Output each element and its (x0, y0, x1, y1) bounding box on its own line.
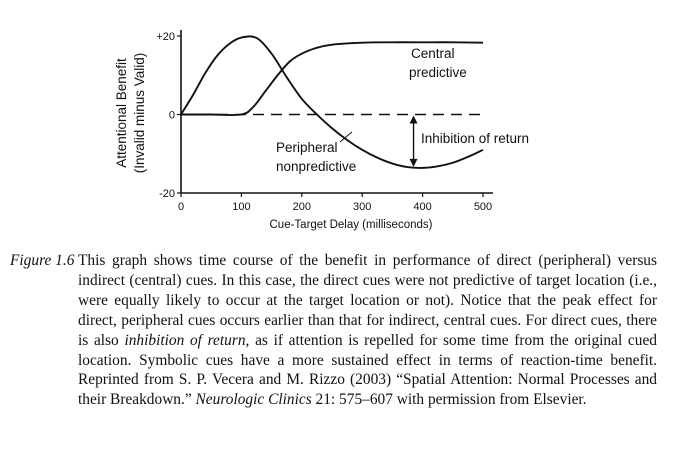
y-tick-label: +20 (156, 31, 175, 43)
caption-text-part2: , as if attention is repelled for some t… (78, 331, 657, 409)
chart: Attentional Benefit (Invalid minus Valid… (114, 30, 529, 231)
y-tick-label: 0 (169, 110, 175, 122)
caption-figure-label: Figure 1.6 (10, 252, 75, 269)
x-tick-label: 300 (353, 201, 371, 213)
x-tick-label: 500 (474, 201, 492, 213)
series-label-central-line2: predictive (409, 65, 467, 80)
x-tick-label: 400 (413, 201, 431, 213)
y-axis-title-line1: Attentional Benefit (114, 58, 129, 168)
annotation-inhibition-of-return: Inhibition of return (421, 131, 529, 146)
x-tick-label: 100 (232, 201, 250, 213)
series-peripheral-nonpredictive-line (180, 35, 484, 169)
series-label-central-line1: Central (411, 46, 455, 61)
peripheral-leader-line (339, 131, 353, 143)
inhibition-arrow-head-down (409, 158, 418, 167)
caption-source-rest: 21: 575–607 with permission from Elsevie… (311, 391, 587, 409)
x-tick-label: 200 (293, 201, 311, 213)
caption-emphasis: inhibition of return (124, 331, 246, 349)
figure-caption: Figure 1.6 This graph shows time course … (10, 251, 657, 410)
caption-body: This graph shows time course of the bene… (78, 251, 657, 410)
y-axis-title-line2: (Invalid minus Valid) (132, 53, 147, 174)
series-label-peripheral-line1: Peripheral (276, 140, 338, 155)
inhibition-arrow-head-up (409, 115, 418, 124)
series-central-predictive-line (180, 41, 484, 117)
caption-text-part1: This graph shows time course of the bene… (78, 252, 657, 349)
y-tick-label: -20 (159, 188, 175, 200)
x-tick-label: 0 (178, 201, 184, 213)
x-axis-title: Cue-Target Delay (milliseconds) (270, 219, 433, 231)
caption-source-journal: Neurologic Clinics (195, 391, 312, 409)
series-label-peripheral-line2: nonpredictive (276, 159, 356, 174)
